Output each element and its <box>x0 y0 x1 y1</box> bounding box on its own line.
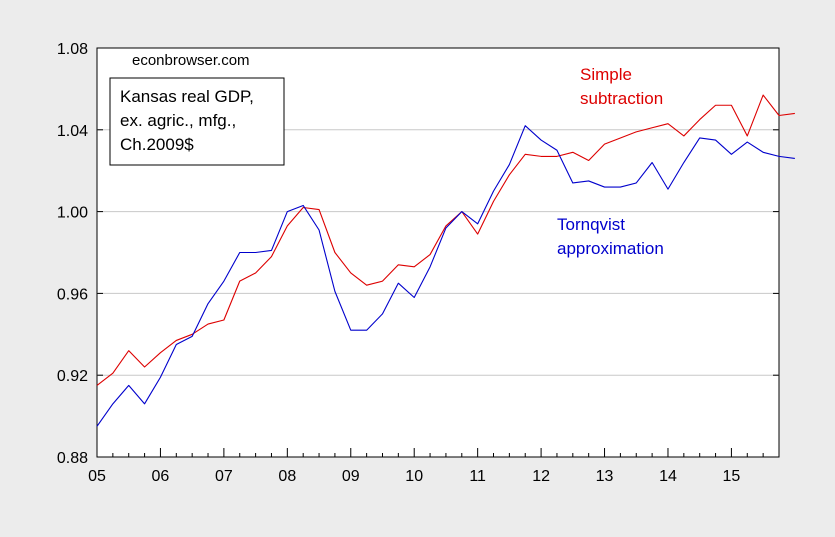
series-line-tornqvist-approximation <box>96 125 795 427</box>
series-layer <box>96 94 795 427</box>
x-tick-label: 12 <box>532 468 550 485</box>
x-tick-label: 07 <box>215 468 233 485</box>
series-label-simple-line-1: Simple <box>580 65 632 84</box>
y-tick-label: 1.00 <box>57 205 88 222</box>
x-tick-label: 15 <box>723 468 741 485</box>
y-tick-label: 0.88 <box>57 450 88 467</box>
annotation-box: Kansas real GDP, ex. agric., mfg., Ch.20… <box>109 77 285 166</box>
series-line-simple-subtraction <box>96 94 795 386</box>
annotation-box-frame <box>109 77 285 166</box>
y-tick-label: 1.08 <box>57 41 88 58</box>
x-tick-label: 09 <box>342 468 360 485</box>
series-label-simple: Simple subtraction <box>580 65 663 108</box>
y-tick-label: 1.04 <box>57 123 88 140</box>
series-label-tornqvist-line-2: approximation <box>557 239 664 258</box>
x-tick-label: 10 <box>405 468 423 485</box>
series-label-simple-line-2: subtraction <box>580 89 663 108</box>
series-label-tornqvist: Tornqvist approximation <box>557 215 664 258</box>
x-tick-label: 05 <box>88 468 106 485</box>
axes: 0.88 0.92 0.96 1.00 1.04 1.08 05 06 07 08 09 10 11 12… <box>57 41 780 485</box>
x-tick-label: 08 <box>278 468 296 485</box>
y-tick-label: 0.96 <box>57 286 88 303</box>
y-tick-label: 0.92 <box>57 368 88 385</box>
annotation-line-2: ex. agric., mfg., <box>120 111 236 130</box>
x-tick-label: 14 <box>659 468 677 485</box>
annotation-line-3: Ch.2009$ <box>120 135 194 154</box>
gridlines <box>97 129 779 376</box>
series-label-tornqvist-line-1: Tornqvist <box>557 215 625 234</box>
x-tick-label: 11 <box>469 468 486 485</box>
x-tick-label: 13 <box>596 468 614 485</box>
x-tick-label: 06 <box>152 468 170 485</box>
annotation-line-1: Kansas real GDP, <box>120 87 254 106</box>
source-note: econbrowser.com <box>132 52 250 69</box>
